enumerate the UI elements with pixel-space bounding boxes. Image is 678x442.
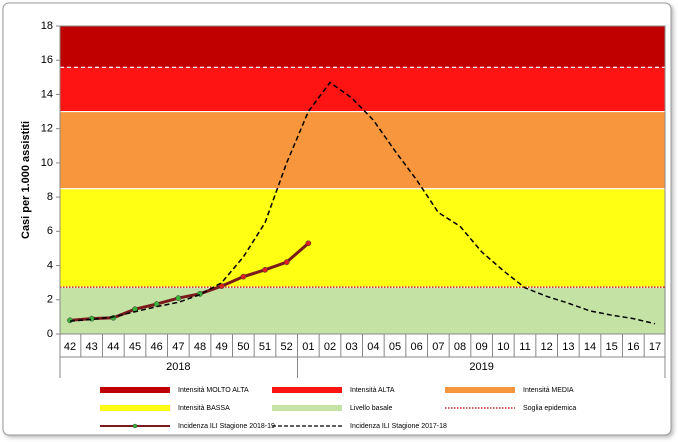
intensity-band [60,67,665,112]
x-tick-label: 48 [194,341,206,353]
x-tick-label: 51 [259,341,271,353]
y-tick-label: 16 [41,54,53,66]
series-line [69,242,310,322]
legend-swatch [272,405,342,411]
legend-swatch [272,387,342,393]
x-tick-label: 07 [432,341,444,353]
y-tick-label: 8 [47,191,53,203]
series-marker [218,283,225,289]
x-tick-label: 50 [237,341,249,353]
intensity-band [60,188,665,288]
x-tick-label: 43 [86,341,98,353]
y-tick-label: 18 [41,20,53,32]
x-tick-label: 03 [346,341,358,353]
x-tick-label: 45 [129,341,141,353]
x-tick-label: 13 [562,341,574,353]
x-tick-label: 15 [606,341,618,353]
x-tick-label: 05 [389,341,401,353]
x-tick-label: 11 [519,341,530,353]
legend-label: Intensità MEDIA [523,387,574,394]
legend-swatch [445,387,515,393]
x-tick-label: 01 [302,341,314,353]
y-tick-label: 2 [47,294,53,306]
x-tick-label: 12 [541,341,553,353]
legend-label: Intensità MOLTO ALTA [178,387,249,394]
x-tick-label: 14 [584,341,596,353]
legend-label: Intensità ALTA [350,387,395,394]
series-marker [175,295,182,301]
legend-label: Intensità BASSA [178,405,230,412]
x-tick-label: 47 [172,341,184,353]
legend-label: Livello basale [350,405,393,412]
intensity-band [60,287,665,334]
series-marker [262,266,268,273]
series-line [69,81,656,325]
x-tick-label: 17 [649,341,661,353]
y-tick-label: 10 [41,157,53,169]
y-tick-label: 0 [47,328,53,340]
series-marker [305,240,312,247]
x-tick-label: 49 [216,341,228,353]
y-axis-label: Casi per 1.000 assistiti [20,121,32,239]
y-tick-label: 14 [41,88,53,100]
year-label: 2019 [469,361,493,373]
x-tick-label: 02 [324,341,336,353]
x-tick-label: 42 [64,341,76,353]
x-tick-label: 46 [151,341,163,353]
y-tick-label: 4 [47,259,53,271]
legend-swatch [100,387,170,393]
legend-label: Incidenza ILI Stagione 2017-18 [350,423,447,430]
series-marker [240,273,247,280]
x-tick-label: 09 [476,341,488,353]
y-tick-label: 12 [41,123,53,135]
legend-label: Incidenza ILI Stagione 2018-19 [178,423,275,430]
x-tick-label: 52 [281,341,293,353]
x-tick-label: 44 [107,341,119,353]
x-tick-label: 16 [627,341,639,353]
legend-swatch [100,405,170,411]
intensity-band [60,26,665,68]
year-label: 2018 [166,361,190,373]
x-tick-label: 10 [497,341,509,353]
x-tick-label: 06 [411,341,423,353]
series-marker [88,315,95,322]
legend-marker [132,423,138,429]
y-tick-label: 6 [47,225,53,237]
intensity-band [60,111,665,189]
x-tick-label: 08 [454,341,466,353]
series-marker [283,259,290,265]
x-tick-label: 04 [367,341,379,353]
legend-label: Soglia epidemica [523,405,576,412]
